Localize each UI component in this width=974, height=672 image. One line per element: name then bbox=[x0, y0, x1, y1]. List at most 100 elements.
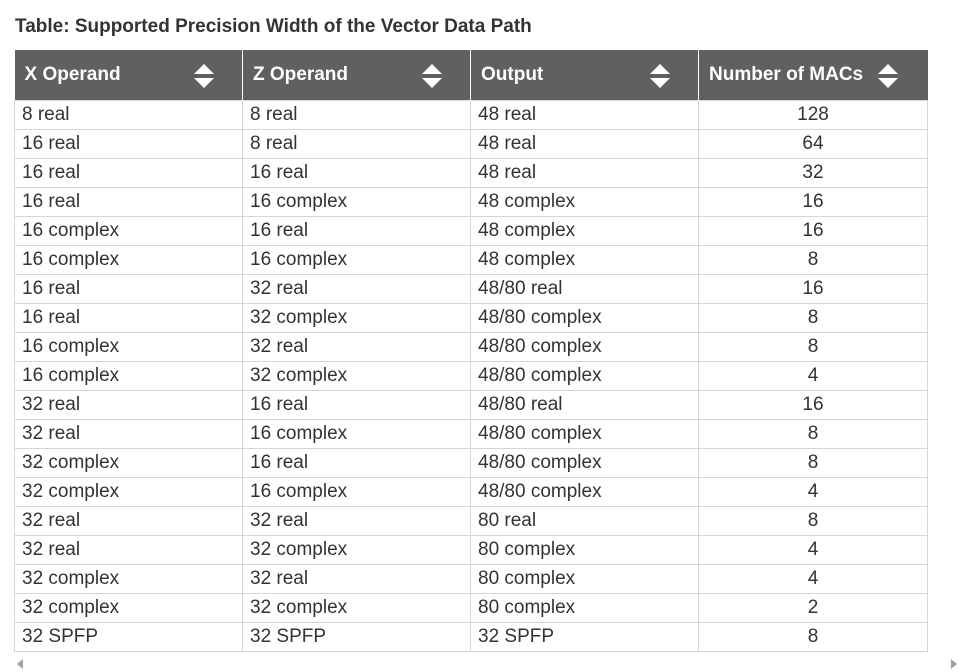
cell-output: 80 complex bbox=[470, 535, 699, 565]
cell-output: 48/80 complex bbox=[470, 448, 699, 478]
cell-x-operand: 8 real bbox=[14, 100, 243, 130]
cell-output: 48 complex bbox=[470, 187, 699, 217]
cell-x-operand: 16 real bbox=[14, 274, 243, 304]
cell-number-of-macs: 8 bbox=[698, 303, 928, 333]
cell-number-of-macs: 16 bbox=[698, 390, 928, 420]
cell-number-of-macs: 8 bbox=[698, 506, 928, 536]
cell-x-operand: 32 real bbox=[14, 506, 243, 536]
cell-x-operand: 16 real bbox=[14, 187, 243, 217]
horizontal-scrollbar[interactable] bbox=[0, 653, 974, 672]
cell-z-operand: 32 complex bbox=[242, 361, 471, 391]
cell-x-operand: 32 SPFP bbox=[14, 622, 243, 652]
cell-z-operand: 32 real bbox=[242, 274, 471, 304]
cell-number-of-macs: 128 bbox=[698, 100, 928, 130]
table-row: 32 complex 16 real 48/80 complex 8 bbox=[14, 448, 928, 478]
table-row: 16 complex 16 complex 48 complex 8 bbox=[14, 245, 928, 275]
cell-number-of-macs: 4 bbox=[698, 564, 928, 594]
sort-up-down-icon[interactable] bbox=[421, 63, 443, 89]
cell-x-operand: 16 complex bbox=[14, 245, 243, 275]
cell-output: 48/80 complex bbox=[470, 303, 699, 333]
cell-output: 80 complex bbox=[470, 564, 699, 594]
cell-x-operand: 32 real bbox=[14, 535, 243, 565]
cell-x-operand: 16 real bbox=[14, 129, 243, 159]
cell-x-operand: 16 real bbox=[14, 158, 243, 188]
table-row: 32 complex 16 complex 48/80 complex 4 bbox=[14, 477, 928, 507]
table-row: 32 real 16 complex 48/80 complex 8 bbox=[14, 419, 928, 449]
cell-number-of-macs: 16 bbox=[698, 216, 928, 246]
column-header-label: Z Operand bbox=[253, 64, 349, 85]
table-row: 16 real 16 complex 48 complex 16 bbox=[14, 187, 928, 217]
cell-number-of-macs: 2 bbox=[698, 593, 928, 623]
table-caption: Table: Supported Precision Width of the … bbox=[15, 16, 532, 37]
cell-z-operand: 16 complex bbox=[242, 187, 471, 217]
table-row: 16 complex 16 real 48 complex 16 bbox=[14, 216, 928, 246]
cell-z-operand: 32 real bbox=[242, 332, 471, 362]
cell-number-of-macs: 16 bbox=[698, 187, 928, 217]
cell-x-operand: 16 complex bbox=[14, 361, 243, 391]
cell-x-operand: 32 complex bbox=[14, 593, 243, 623]
cell-output: 48/80 complex bbox=[470, 477, 699, 507]
cell-number-of-macs: 16 bbox=[698, 274, 928, 304]
table-row: 16 real 16 real 48 real 32 bbox=[14, 158, 928, 188]
cell-output: 80 real bbox=[470, 506, 699, 536]
sort-up-down-icon[interactable] bbox=[193, 63, 215, 89]
cell-number-of-macs: 8 bbox=[698, 245, 928, 275]
column-header-label: Number of MACs bbox=[709, 64, 864, 85]
column-header-z-operand[interactable]: Z Operand bbox=[242, 50, 471, 101]
table-row: 16 real 8 real 48 real 64 bbox=[14, 129, 928, 159]
cell-x-operand: 16 complex bbox=[14, 332, 243, 362]
cell-output: 48/80 complex bbox=[470, 419, 699, 449]
cell-number-of-macs: 8 bbox=[698, 332, 928, 362]
cell-z-operand: 32 real bbox=[242, 564, 471, 594]
cell-z-operand: 16 complex bbox=[242, 419, 471, 449]
cell-x-operand: 32 real bbox=[14, 390, 243, 420]
cell-z-operand: 32 complex bbox=[242, 593, 471, 623]
cell-z-operand: 16 real bbox=[242, 390, 471, 420]
cell-output: 48 real bbox=[470, 129, 699, 159]
column-header-x-operand[interactable]: X Operand bbox=[14, 50, 243, 101]
cell-x-operand: 16 complex bbox=[14, 216, 243, 246]
sort-up-down-icon[interactable] bbox=[649, 63, 671, 89]
cell-x-operand: 32 complex bbox=[14, 477, 243, 507]
cell-number-of-macs: 4 bbox=[698, 477, 928, 507]
column-header-output[interactable]: Output bbox=[470, 50, 699, 101]
column-header-label: X Operand bbox=[24, 64, 121, 85]
cell-output: 48/80 complex bbox=[470, 361, 699, 391]
cell-z-operand: 8 real bbox=[242, 100, 471, 130]
cell-z-operand: 8 real bbox=[242, 129, 471, 159]
table-row: 32 real 32 real 80 real 8 bbox=[14, 506, 928, 536]
cell-x-operand: 16 real bbox=[14, 303, 243, 333]
sort-up-down-icon[interactable] bbox=[877, 63, 899, 89]
scroll-left-arrow-icon[interactable] bbox=[17, 659, 23, 669]
precision-table: X Operand Z Operand Output Number of MAC… bbox=[14, 50, 928, 652]
cell-z-operand: 16 complex bbox=[242, 477, 471, 507]
cell-number-of-macs: 64 bbox=[698, 129, 928, 159]
cell-number-of-macs: 8 bbox=[698, 448, 928, 478]
cell-x-operand: 32 complex bbox=[14, 564, 243, 594]
column-header-number-of-macs[interactable]: Number of MACs bbox=[698, 50, 928, 101]
table-row: 32 real 16 real 48/80 real 16 bbox=[14, 390, 928, 420]
column-header-label: Output bbox=[481, 64, 544, 85]
table-row: 16 complex 32 complex 48/80 complex 4 bbox=[14, 361, 928, 391]
cell-x-operand: 32 complex bbox=[14, 448, 243, 478]
table-body: 8 real 8 real 48 real 128 16 real 8 real 48 re… bbox=[14, 100, 928, 652]
cell-output: 48 complex bbox=[470, 216, 699, 246]
cell-z-operand: 32 real bbox=[242, 506, 471, 536]
scroll-right-arrow-icon[interactable] bbox=[951, 659, 957, 669]
cell-output: 48/80 complex bbox=[470, 332, 699, 362]
cell-output: 48/80 real bbox=[470, 274, 699, 304]
cell-z-operand: 16 real bbox=[242, 216, 471, 246]
cell-number-of-macs: 4 bbox=[698, 361, 928, 391]
cell-number-of-macs: 4 bbox=[698, 535, 928, 565]
cell-number-of-macs: 8 bbox=[698, 419, 928, 449]
cell-output: 48 real bbox=[470, 100, 699, 130]
cell-z-operand: 16 real bbox=[242, 158, 471, 188]
table-container: X Operand Z Operand Output Number of MAC… bbox=[14, 50, 928, 652]
cell-output: 48 complex bbox=[470, 245, 699, 275]
cell-z-operand: 32 SPFP bbox=[242, 622, 471, 652]
table-row: 32 real 32 complex 80 complex 4 bbox=[14, 535, 928, 565]
cell-number-of-macs: 8 bbox=[698, 622, 928, 652]
table-row: 32 complex 32 complex 80 complex 2 bbox=[14, 593, 928, 623]
table-row: 8 real 8 real 48 real 128 bbox=[14, 100, 928, 130]
cell-output: 48/80 real bbox=[470, 390, 699, 420]
